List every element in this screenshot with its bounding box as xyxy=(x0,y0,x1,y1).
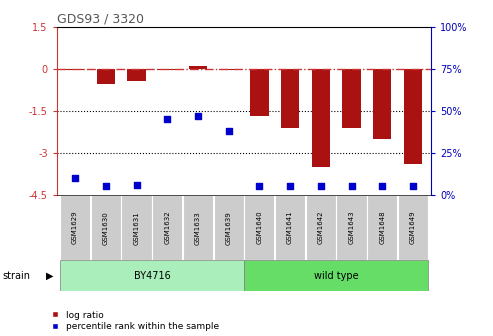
Bar xyxy=(152,195,182,260)
Bar xyxy=(158,69,176,70)
Text: GSM1641: GSM1641 xyxy=(287,211,293,245)
Text: GDS93 / 3320: GDS93 / 3320 xyxy=(57,13,143,26)
Point xyxy=(317,184,325,189)
Bar xyxy=(312,69,330,167)
Bar xyxy=(337,195,367,260)
Text: GSM1640: GSM1640 xyxy=(256,211,262,245)
Point xyxy=(225,128,233,134)
Bar xyxy=(275,195,305,260)
Legend: log ratio, percentile rank within the sample: log ratio, percentile rank within the sa… xyxy=(51,311,219,332)
Bar xyxy=(281,69,299,128)
Bar xyxy=(219,69,238,70)
Bar xyxy=(127,69,146,82)
Text: GSM1630: GSM1630 xyxy=(103,211,109,245)
Bar xyxy=(60,260,244,291)
Text: GSM1648: GSM1648 xyxy=(379,211,385,245)
Point xyxy=(102,184,110,189)
Bar xyxy=(189,66,207,69)
Bar xyxy=(97,69,115,84)
Point xyxy=(133,182,141,187)
Bar xyxy=(91,195,121,260)
Text: GSM1643: GSM1643 xyxy=(349,211,354,245)
Bar xyxy=(245,195,275,260)
Text: wild type: wild type xyxy=(314,270,358,281)
Text: GSM1632: GSM1632 xyxy=(164,211,170,245)
Bar xyxy=(250,69,269,117)
Text: BY4716: BY4716 xyxy=(134,270,170,281)
Point xyxy=(348,184,355,189)
Text: GSM1649: GSM1649 xyxy=(410,211,416,245)
Text: GSM1631: GSM1631 xyxy=(134,211,140,245)
Bar xyxy=(367,195,397,260)
Text: GSM1642: GSM1642 xyxy=(318,211,324,244)
Text: ▶: ▶ xyxy=(46,270,53,281)
Bar xyxy=(306,195,336,260)
Text: strain: strain xyxy=(2,270,31,281)
Bar xyxy=(183,195,213,260)
Point xyxy=(409,184,417,189)
Bar xyxy=(60,195,90,260)
Bar xyxy=(342,69,361,128)
Point xyxy=(194,113,202,119)
Bar xyxy=(404,69,422,164)
Text: GSM1633: GSM1633 xyxy=(195,211,201,245)
Point xyxy=(255,184,263,189)
Bar xyxy=(213,195,244,260)
Bar xyxy=(245,260,428,291)
Text: GSM1639: GSM1639 xyxy=(226,211,232,245)
Point xyxy=(286,184,294,189)
Bar xyxy=(398,195,428,260)
Bar xyxy=(373,69,391,139)
Point xyxy=(378,184,386,189)
Text: GSM1629: GSM1629 xyxy=(72,211,78,245)
Bar xyxy=(66,69,84,70)
Point xyxy=(163,117,171,122)
Bar xyxy=(121,195,151,260)
Point xyxy=(71,175,79,181)
